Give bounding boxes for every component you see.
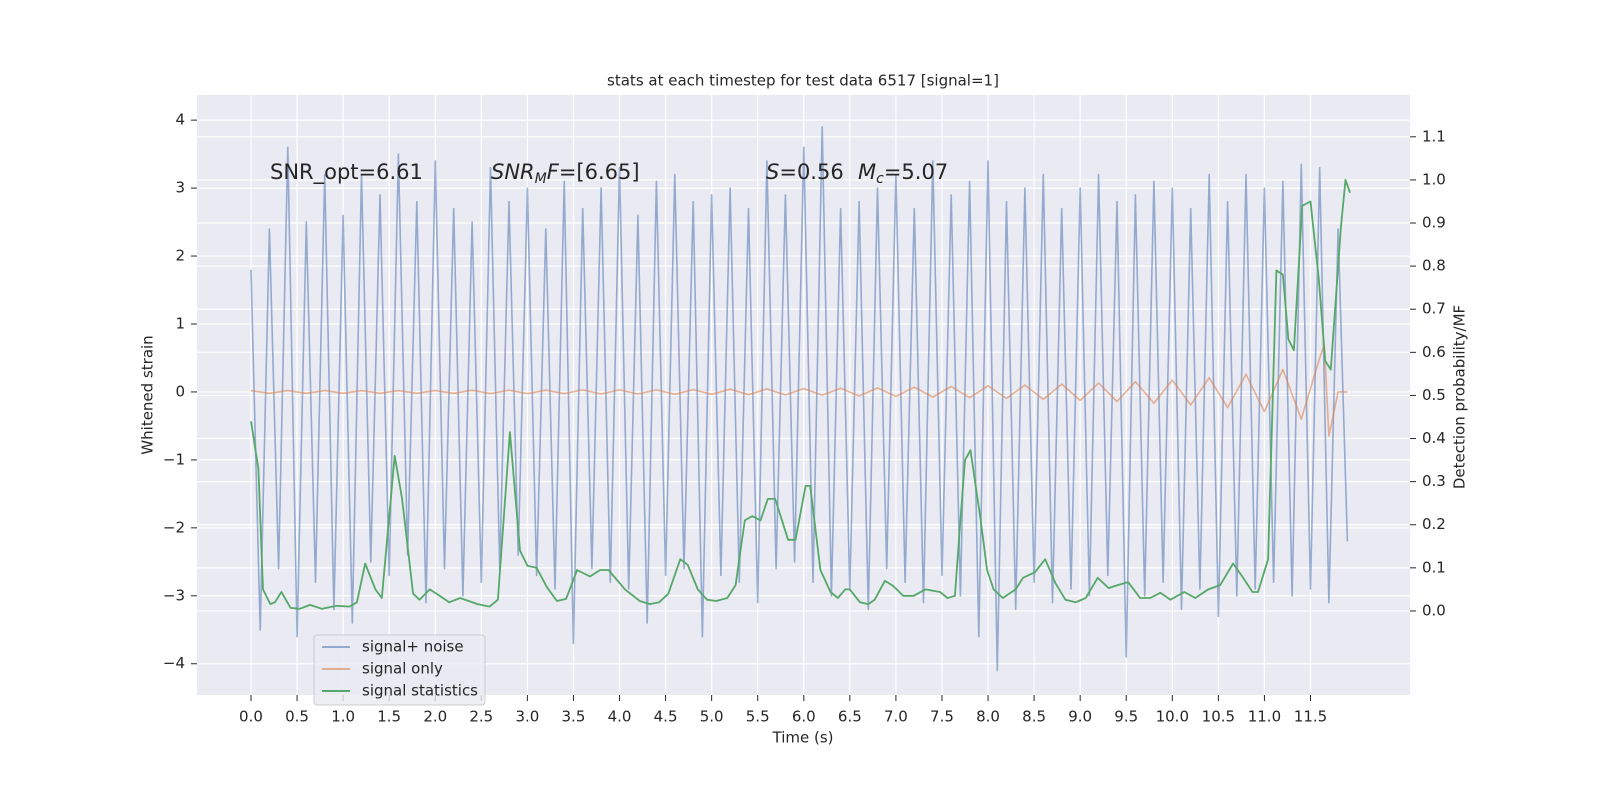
legend-box [313, 634, 486, 706]
x-tick-label: 11.0 [1248, 708, 1281, 726]
legend-label: signal only [362, 660, 443, 678]
y-tick-label: 0 [175, 382, 185, 400]
x-tick-label: 8.0 [976, 708, 1000, 726]
x-tick-label: 6.0 [792, 708, 816, 726]
annotation: SNR_opt=6.61 [270, 160, 423, 185]
y-tick-label: −1 [163, 450, 185, 468]
x-tick-label: 4.0 [608, 708, 632, 726]
x-tick-label: 0.0 [239, 708, 263, 726]
y2-tick-label: 0.4 [1422, 429, 1446, 447]
y-tick-label: 2 [175, 247, 185, 265]
x-tick-label: 10.0 [1156, 708, 1189, 726]
y2-tick-label: 1.1 [1422, 127, 1446, 145]
annotation: S=0.56 [766, 160, 844, 184]
y-tick-label: 1 [175, 314, 185, 332]
y-tick-label: −4 [163, 654, 185, 672]
y2-tick-label: 0.0 [1422, 601, 1446, 619]
x-tick-label: 11.5 [1294, 708, 1327, 726]
x-tick-label: 3.0 [515, 708, 539, 726]
legend-label: signal statistics [362, 682, 478, 700]
x-tick-label: 6.5 [838, 708, 862, 726]
y-axis-label: Whitened strain [139, 335, 157, 454]
x-tick-label: 9.5 [1114, 708, 1138, 726]
x-tick-label: 7.5 [930, 708, 954, 726]
annotations: SNR_opt=6.61 SNRMF=[6.65] S=0.56 Mc=5.07 [270, 160, 948, 187]
y-tick-label: −2 [163, 518, 185, 536]
annotation-sub: c [876, 171, 884, 187]
x-tick-label: 0.5 [285, 708, 309, 726]
x-tick-label: 2.0 [423, 708, 447, 726]
y2-tick-label: 0.1 [1422, 558, 1446, 576]
annotation-part: M [858, 160, 876, 184]
y-tick-label: 4 [175, 111, 185, 129]
annotation-part: =5.07 [884, 160, 948, 184]
chart-title: stats at each timestep for test data 651… [607, 72, 999, 90]
annotation-part: SNR [491, 160, 535, 184]
x-tick-label: 7.0 [884, 708, 908, 726]
annotation-sub: M [535, 171, 547, 187]
legend-label: signal+ noise [362, 638, 464, 656]
y2-tick-label: 0.2 [1422, 515, 1446, 533]
y2-tick-label: 0.5 [1422, 386, 1446, 404]
x-tick-label: 4.5 [654, 708, 678, 726]
annotation-part: F [547, 160, 560, 184]
y2-axis-label: Detection probability/MF [1451, 305, 1469, 489]
series-line [250, 343, 1348, 437]
x-tick-label: 1.5 [377, 708, 401, 726]
annotation: Mc=5.07 [858, 160, 948, 187]
y-tick-label: −3 [163, 586, 185, 604]
x-tick-label: 2.5 [469, 708, 493, 726]
annotation-part: =0.56 [779, 160, 843, 184]
y2-tick-label: 0.7 [1422, 300, 1446, 318]
x-tick-label: 8.5 [1022, 708, 1046, 726]
series-line [250, 126, 1349, 672]
y2-tick-label: 0.6 [1422, 343, 1446, 361]
y2-tick-label: 0.8 [1422, 257, 1446, 275]
x-tick-label: 10.5 [1202, 708, 1235, 726]
annotation-part: S [766, 160, 779, 184]
y2-tick-label: 0.3 [1422, 472, 1446, 490]
series-line [250, 178, 1351, 610]
annotation-part: =[6.65] [559, 160, 640, 184]
annotation: SNRMF=[6.65] [491, 160, 640, 187]
y2-tick-label: 0.9 [1422, 214, 1446, 232]
marks [250, 126, 1351, 672]
x-axis-label: Time (s) [772, 729, 834, 747]
y2-tick-label: 1.0 [1422, 170, 1446, 188]
x-tick-label: 9.0 [1068, 708, 1092, 726]
x-tick-label: 1.0 [331, 708, 355, 726]
x-tick-label: 3.5 [562, 708, 586, 726]
y-tick-label: 3 [175, 179, 185, 197]
x-tick-label: 5.5 [746, 708, 770, 726]
legend: signal+ noise signal only signal statistic… [313, 634, 486, 706]
x-tick-label: 5.0 [700, 708, 724, 726]
